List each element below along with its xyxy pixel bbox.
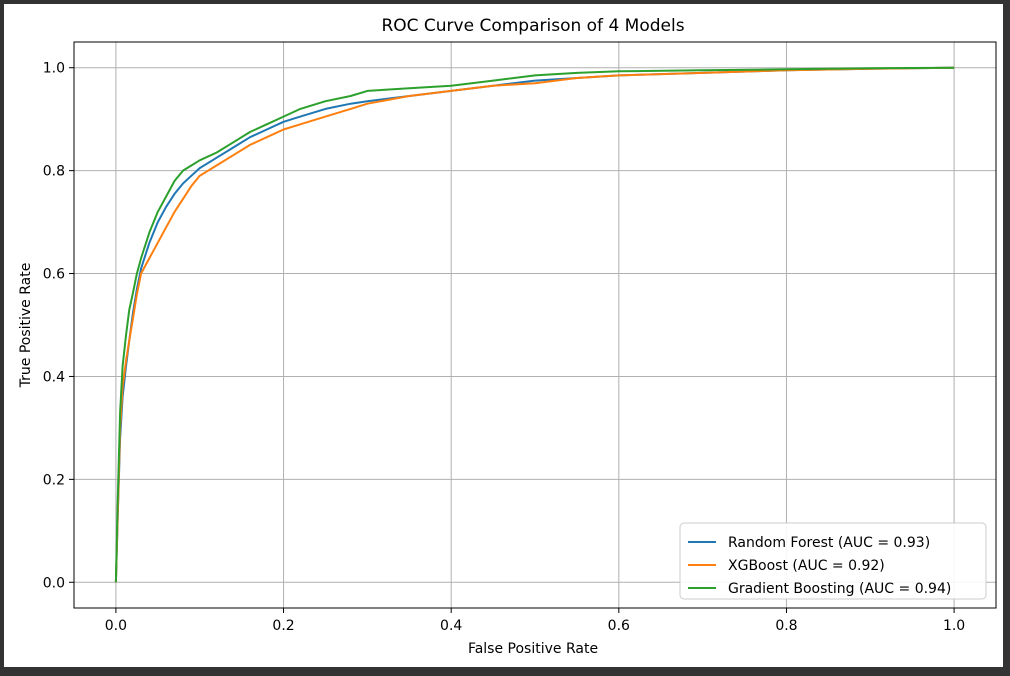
y-tick-label: 0.0 (43, 575, 65, 591)
series-lines (114, 66, 955, 583)
figure-canvas: ROC Curve Comparison of 4 Models 0.0 0.2 0… (4, 4, 1003, 667)
legend-box (679, 522, 987, 600)
plot-area-border (73, 41, 997, 609)
y-tick-label: 0.2 (43, 472, 65, 488)
series-line-1 (114, 66, 955, 583)
x-tick-label: 1.0 (943, 618, 965, 634)
legend-label: Gradient Boosting (AUC = 0.94) (728, 581, 951, 597)
x-axis-label: False Positive Rate (468, 641, 598, 657)
roc-chart: ROC Curve Comparison of 4 Models 0.0 0.2 0… (18, 16, 997, 657)
grid-lines (74, 42, 996, 608)
y-tick-label: 0.6 (43, 267, 65, 283)
y-axis-label: True Positive Rate (18, 263, 34, 389)
y-axis-ticks: 0.0 0.2 0.4 0.6 0.8 1.0 (43, 61, 74, 591)
y-tick-label: 0.8 (43, 164, 65, 180)
legend-label: Random Forest (AUC = 0.93) (728, 535, 930, 551)
series-line-2 (114, 66, 955, 583)
x-tick-label: 0.2 (272, 618, 294, 634)
y-tick-label: 0.4 (43, 369, 65, 385)
x-tick-label: 0.4 (440, 618, 462, 634)
legend: Random Forest (AUC = 0.93) XGBoost (AUC =… (679, 522, 987, 600)
chart-title: ROC Curve Comparison of 4 Models (381, 16, 684, 36)
x-tick-label: 0.0 (105, 618, 127, 634)
x-tick-label: 0.6 (608, 618, 630, 634)
y-tick-label: 1.0 (43, 61, 65, 77)
x-axis-ticks: 0.0 0.2 0.4 0.6 0.8 1.0 (105, 608, 965, 634)
series-line-0 (114, 66, 955, 583)
legend-label: XGBoost (AUC = 0.92) (728, 558, 885, 574)
x-tick-label: 0.8 (775, 618, 797, 634)
